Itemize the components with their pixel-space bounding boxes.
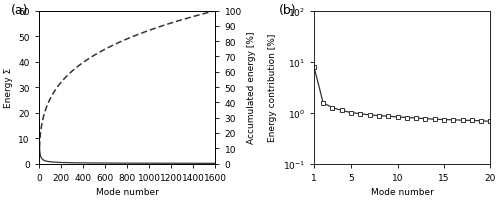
Text: (a): (a) [10,4,28,17]
X-axis label: Mode number: Mode number [96,187,158,196]
Y-axis label: Energy Σ: Energy Σ [4,68,13,108]
Y-axis label: Accumulated energy [%]: Accumulated energy [%] [248,32,256,144]
Text: (b): (b) [278,4,296,17]
X-axis label: Mode number: Mode number [370,187,434,196]
Y-axis label: Energy contribution [%]: Energy contribution [%] [268,34,277,142]
